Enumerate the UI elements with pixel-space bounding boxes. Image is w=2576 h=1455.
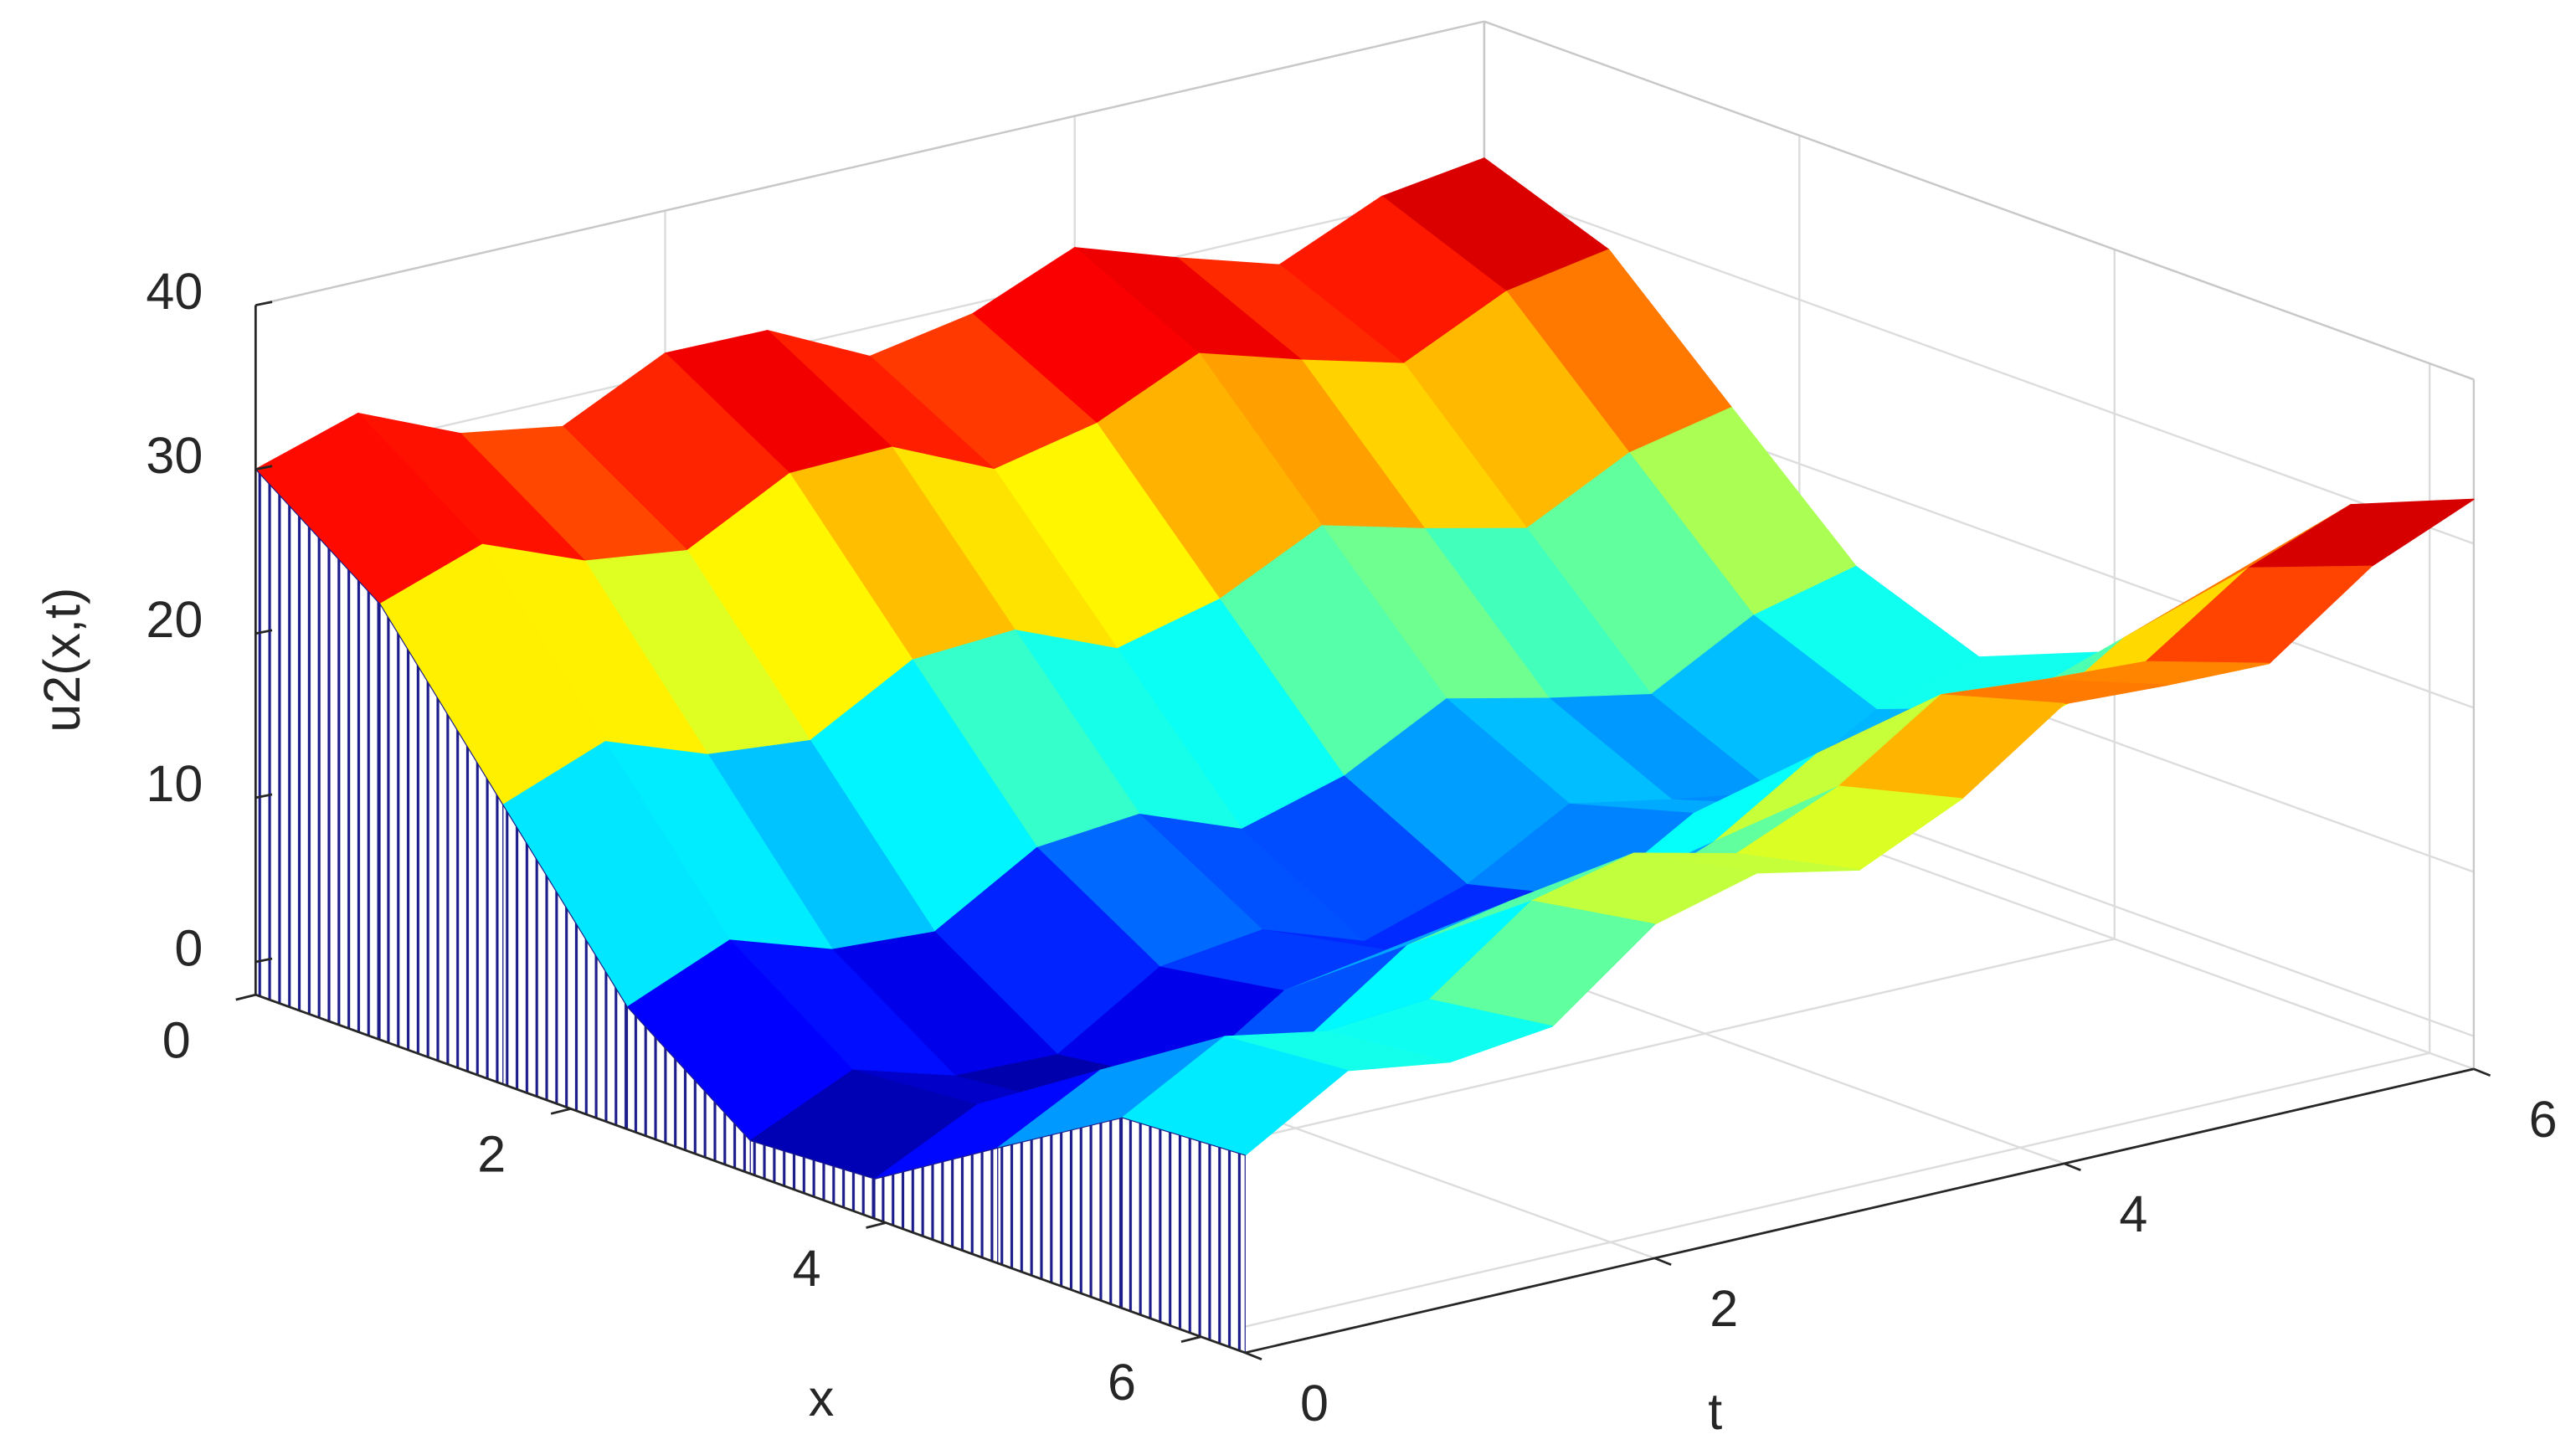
- z-tick: [255, 301, 273, 306]
- t-axis-line: [1244, 1067, 2475, 1355]
- box-edge: [255, 20, 1485, 306]
- t-axis-label: t: [1708, 1383, 1722, 1440]
- z-tick: [255, 465, 273, 471]
- curtain-panel: [997, 1117, 1123, 1309]
- z-tick-label: 20: [146, 591, 203, 648]
- x-tick: [1180, 1335, 1201, 1344]
- z-tick-label: 10: [146, 755, 203, 812]
- z-tick: [255, 793, 273, 799]
- t-tick: [2064, 1162, 2081, 1172]
- t-tick-label: 2: [1710, 1280, 1738, 1337]
- z-tick: [255, 629, 273, 635]
- t-tick: [1244, 1351, 1262, 1360]
- z-tick-label: 40: [146, 263, 203, 320]
- t-tick: [1653, 1257, 1672, 1267]
- x-tick: [550, 1108, 572, 1115]
- grid-line: [1201, 1051, 2430, 1338]
- t-tick: [2473, 1067, 2491, 1077]
- t-tick-label: 4: [2119, 1185, 2147, 1242]
- curtain-panel: [1121, 1117, 1246, 1354]
- z-tick-label: 0: [174, 919, 203, 976]
- x-tick: [235, 993, 256, 1001]
- x-tick-label: 4: [793, 1240, 821, 1297]
- t-tick-label: 0: [1300, 1375, 1329, 1432]
- box-edge: [1483, 20, 2475, 381]
- axes-layer: 0 10 20 30 40 0 2 4 6 0 2 4 6: [146, 263, 2557, 1432]
- z-tick-label: 30: [146, 427, 203, 484]
- surface-patch: [2247, 498, 2475, 569]
- z-axis-label: u2(x,t): [33, 588, 90, 733]
- z-tick: [255, 957, 273, 964]
- surface-layer: [255, 157, 2475, 1354]
- x-tick-label: 0: [162, 1011, 191, 1068]
- x-tick: [866, 1221, 887, 1229]
- t-tick-label: 6: [2529, 1091, 2558, 1148]
- x-axis-label: x: [809, 1370, 835, 1427]
- x-axis-line: [255, 993, 1246, 1355]
- grid-line: [255, 184, 1485, 470]
- grid-line: [1483, 184, 2475, 545]
- x-tick-label: 2: [477, 1126, 506, 1183]
- x-tick-label: 6: [1108, 1354, 1136, 1411]
